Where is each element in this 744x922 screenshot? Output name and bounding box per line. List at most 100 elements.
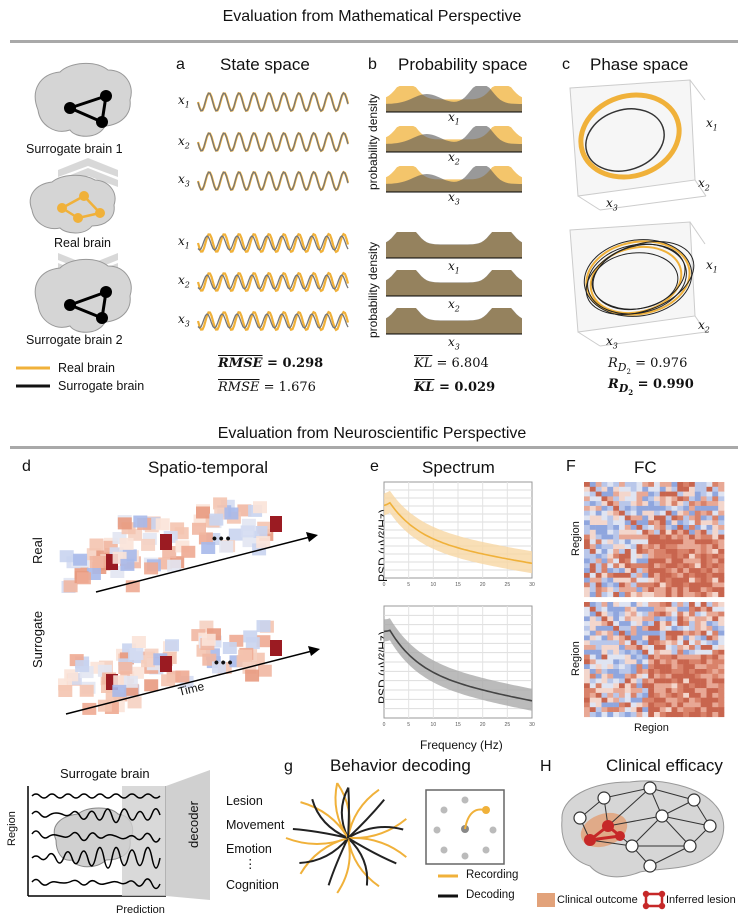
e-xlabel: Frequency (Hz) — [420, 738, 503, 752]
decoder-xlabel: Prediction — [116, 904, 165, 916]
c-axis-x3-top: x3 — [606, 196, 618, 213]
legend-lesion-icon — [642, 890, 666, 910]
a-var-x1-top: x1 — [178, 93, 190, 110]
reach-decoding-6 — [299, 837, 349, 864]
b-var-x1-top: x1 — [448, 110, 460, 127]
spectrum-tick-1-6: 30 — [529, 722, 535, 728]
a-var-x3-top: x3 — [178, 172, 190, 189]
a-var-x3-bottom: x3 — [178, 312, 190, 329]
panel-c-title: Phase space — [590, 55, 689, 74]
c-axis-x2-bottom: x2 — [698, 318, 710, 335]
panel-b-letter: b — [368, 56, 377, 73]
spatio-brain-4 — [112, 636, 194, 697]
b-metric-2: KL = 0.029 — [414, 380, 496, 395]
surrogate-brain-2-icon — [34, 259, 132, 333]
density-surrogate-2 — [386, 166, 522, 192]
spatio-brain-2 — [192, 497, 282, 556]
math-section-title: Evaluation from Mathematical Perspective — [222, 8, 522, 25]
decoder-output-emotion: Emotion — [226, 842, 272, 856]
panel-e-title: Spectrum — [422, 458, 495, 477]
time-arrowhead-bottom — [308, 646, 320, 656]
reach-decoding-7 — [292, 828, 349, 839]
state-space-waves — [196, 91, 350, 332]
g-legend-recording: Recording — [466, 869, 519, 881]
h-legend-lesion: Inferred lesion — [666, 894, 736, 906]
fc-matrix-1 — [584, 602, 725, 718]
fc-matrix-0 — [584, 482, 725, 598]
b-var-x3-bottom: x3 — [448, 335, 460, 352]
phase-real-orbit-top — [578, 92, 682, 180]
legend-real-label: Real brain — [58, 361, 115, 375]
decoder-block — [166, 770, 210, 900]
legend-outcome-swatch — [537, 893, 555, 907]
reach-recording-3 — [347, 836, 407, 858]
spatio-brain-5 — [191, 620, 282, 682]
c-metric-1: RD2 = 0.976 — [608, 356, 688, 376]
spectrum-line-1 — [383, 629, 533, 702]
reach-decoding-8 — [311, 798, 349, 839]
wave-surrogate-4 — [197, 274, 349, 290]
density-surrogate-3 — [386, 232, 522, 258]
reach-decoding-9 — [347, 787, 350, 839]
wave-real-5 — [196, 310, 350, 332]
panel-h-letter: H — [540, 758, 552, 775]
c-axis-x1-bottom: x1 — [706, 258, 718, 275]
decoder-title: Surrogate brain — [60, 766, 150, 781]
reach-decoding-3 — [347, 837, 397, 865]
reach-recording-9 — [334, 782, 349, 839]
spectrum-tick-1-2: 10 — [431, 722, 437, 728]
spectrum-tick-0-5: 25 — [505, 582, 511, 588]
panel-f-title: FC — [634, 458, 657, 477]
a-var-x2-top: x2 — [178, 134, 190, 151]
a-var-x2-bottom: x2 — [178, 273, 190, 290]
density-surrogate-4 — [386, 270, 522, 296]
a-var-x1-bottom: x1 — [178, 234, 190, 251]
time-arrow-top — [95, 535, 315, 593]
spectrum-tick-0-1: 5 — [407, 582, 410, 588]
reach-decoding-2 — [347, 826, 404, 839]
probability-densities — [386, 86, 522, 335]
c-axis-x2-top: x2 — [698, 176, 710, 193]
g-legend-decoding: Decoding — [466, 889, 515, 901]
spectrum-tick-1-0: 0 — [383, 722, 386, 728]
panel-e-letter: e — [370, 458, 379, 475]
panel-h-title: Clinical efficacy — [606, 756, 723, 775]
spectrum-tick-0-6: 30 — [529, 582, 535, 588]
phase-space-plots — [569, 79, 707, 347]
wave-surrogate-1 — [197, 132, 349, 152]
panel-f-letter: F — [566, 458, 576, 475]
panel-b-title: Probability space — [398, 55, 528, 74]
c-metric-2: RD2 = 0.990 — [608, 377, 694, 397]
wave-surrogate-5 — [197, 313, 349, 329]
legend-surrogate-label: Surrogate brain — [58, 379, 145, 393]
density-surrogate-5 — [386, 308, 522, 334]
spectrum-band-1 — [384, 618, 532, 711]
density-surrogate-0 — [386, 86, 522, 112]
spectrum-line-0 — [383, 501, 533, 565]
surrogate-brain-2-label: Surrogate brain 2 — [26, 333, 123, 347]
reach-decoding-1 — [347, 798, 385, 839]
reach-recording-5 — [336, 837, 351, 894]
panel-d-letter: d — [22, 458, 31, 475]
panel-a-title: State space — [220, 55, 310, 74]
spectrum-tick-0-2: 10 — [431, 582, 437, 588]
a-metric-1: RMSE = 0.298 — [218, 356, 324, 371]
panel-d-title: Spatio-temporal — [148, 458, 269, 477]
b-var-x2-top: x2 — [448, 150, 460, 167]
real-brain-label: Real brain — [54, 236, 111, 250]
spectrum-tick-1-5: 25 — [505, 722, 511, 728]
spatio-brain-1 — [112, 515, 196, 575]
spectrum-tick-1-4: 20 — [480, 722, 486, 728]
wave-surrogate-0 — [197, 92, 349, 112]
surrogate-brain-1-label: Surrogate brain 1 — [26, 142, 123, 156]
brain-schematics — [16, 63, 132, 388]
density-surrogate-1 — [386, 126, 522, 152]
spectrum-tick-1-3: 15 — [455, 722, 461, 728]
